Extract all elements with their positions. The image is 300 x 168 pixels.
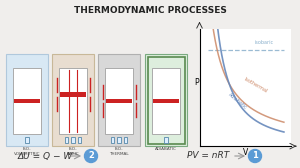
Text: ISO-
VOLUMETRIC: ISO- VOLUMETRIC	[14, 147, 40, 156]
Bar	[106, 99, 132, 103]
Circle shape	[248, 150, 262, 162]
Text: ΔU = Q − W: ΔU = Q − W	[17, 152, 73, 160]
Text: THERMODYNAMIC PROCESSES: THERMODYNAMIC PROCESSES	[74, 6, 226, 15]
Bar	[78, 136, 81, 142]
Y-axis label: P: P	[194, 78, 199, 87]
Bar	[105, 68, 133, 134]
Text: 1: 1	[252, 152, 258, 160]
Text: ADIABATIC: ADIABATIC	[155, 147, 177, 151]
Bar	[152, 68, 180, 134]
Bar	[52, 54, 94, 146]
Bar	[14, 99, 40, 103]
Text: ISO-
THERMAL: ISO- THERMAL	[109, 147, 129, 156]
Circle shape	[85, 150, 98, 162]
Text: Adiabatic: Adiabatic	[227, 92, 248, 111]
Text: 2: 2	[88, 152, 94, 160]
Bar	[145, 54, 187, 146]
Bar	[111, 136, 114, 142]
Bar	[148, 56, 184, 143]
Bar	[13, 68, 41, 134]
Bar	[164, 136, 168, 142]
Bar	[59, 68, 87, 134]
Bar	[71, 136, 75, 142]
Bar	[117, 136, 121, 142]
X-axis label: V: V	[243, 148, 248, 157]
Text: Isothermal: Isothermal	[243, 76, 269, 94]
Bar	[25, 136, 29, 142]
Bar	[124, 136, 127, 142]
Text: isobaric: isobaric	[254, 40, 274, 45]
Bar	[60, 92, 86, 97]
Bar	[6, 54, 48, 146]
Bar	[65, 136, 68, 142]
Text: PV = nRT: PV = nRT	[187, 152, 229, 160]
Bar	[98, 54, 140, 146]
Bar	[153, 99, 179, 103]
Text: ISO-
BARIC: ISO- BARIC	[67, 147, 79, 156]
